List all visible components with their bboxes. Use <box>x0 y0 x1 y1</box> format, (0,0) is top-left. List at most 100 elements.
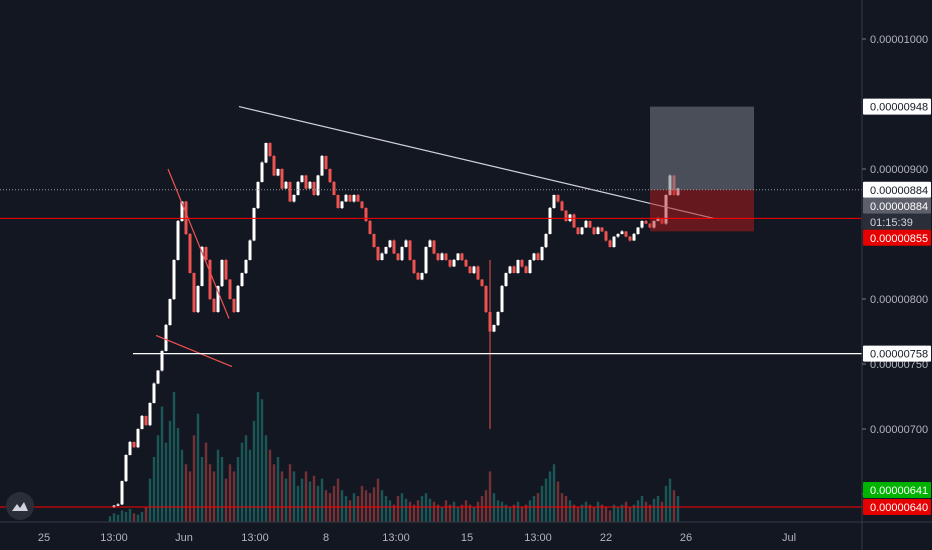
volume-bar <box>512 504 516 522</box>
candle-body <box>196 286 200 312</box>
volume-bar <box>508 507 512 522</box>
time-tick-label: 13:00 <box>241 532 269 544</box>
candle-body <box>520 260 524 267</box>
candle-body <box>480 279 484 286</box>
volume-bar <box>536 493 540 522</box>
candle-body <box>592 227 596 234</box>
candle-body <box>412 260 416 273</box>
candle-body <box>452 260 456 267</box>
candle-body <box>604 231 608 241</box>
volume-bar <box>236 457 240 522</box>
volume-bar <box>280 471 284 522</box>
candle-body <box>408 240 412 260</box>
candle-body <box>132 442 136 448</box>
tradingview-logo-icon[interactable] <box>6 492 34 520</box>
candle-body <box>484 286 488 312</box>
volume-bar <box>668 478 672 522</box>
volume-bar <box>544 478 548 522</box>
upper-price-tag-bg <box>863 98 931 115</box>
candle-body <box>536 253 540 260</box>
volume-bar <box>660 501 664 522</box>
volume-bar <box>116 514 120 522</box>
candle-body <box>136 429 140 448</box>
volume-bar <box>664 485 668 522</box>
volume-bar <box>408 501 412 522</box>
candle-body <box>432 240 436 254</box>
candle-body <box>168 299 172 325</box>
candle-body <box>420 273 424 280</box>
volume-bar <box>404 498 408 522</box>
candle-body <box>316 175 320 195</box>
volume-bar <box>368 493 372 522</box>
volume-bar <box>636 500 640 522</box>
candle-body <box>576 227 580 234</box>
candle-body <box>492 325 496 332</box>
volume-bar <box>552 464 556 522</box>
position-target-zone <box>650 106 754 190</box>
volume-bar <box>632 504 636 522</box>
candle-body <box>384 247 388 254</box>
volume-bar <box>424 493 428 522</box>
volume-bar <box>396 496 400 522</box>
volume-bar <box>108 516 112 522</box>
candle-body <box>512 266 516 273</box>
volume-bar <box>600 504 604 522</box>
candle-body <box>272 156 276 176</box>
volume-bar <box>276 457 280 522</box>
candle-body <box>612 236 616 247</box>
candle-body <box>284 182 288 189</box>
volume-bar <box>216 449 220 522</box>
volume-bar <box>296 485 300 522</box>
volume-bar <box>352 493 356 522</box>
volume-bar <box>496 500 500 522</box>
volume-bar <box>180 449 184 522</box>
candle-body <box>568 214 572 221</box>
candle-body <box>152 383 156 403</box>
white-line-price-tag: 0.00000758 <box>870 349 928 361</box>
volume-bar <box>532 496 536 522</box>
volume-bar <box>548 471 552 522</box>
volume-bar <box>172 392 176 522</box>
volume-bar <box>160 406 164 522</box>
crosshair-price-tag-bg <box>863 197 931 214</box>
candle-body <box>372 234 376 247</box>
horizontal-lines <box>0 189 862 508</box>
volume-bar <box>240 442 244 522</box>
volume-bar <box>400 493 404 522</box>
volume-bar <box>472 507 476 522</box>
volume-bar <box>652 498 656 522</box>
candle-body <box>516 260 520 273</box>
candle-body <box>584 221 588 228</box>
volume-bar <box>256 392 260 522</box>
candle-body <box>248 240 252 260</box>
volume-bar <box>376 478 380 522</box>
candle-body <box>448 260 452 267</box>
candle-body <box>396 253 400 260</box>
volume-bar <box>204 442 208 522</box>
volume-bar <box>584 501 588 522</box>
volume-bar <box>324 490 328 522</box>
candle-body <box>476 266 480 280</box>
volume-bar <box>676 496 680 522</box>
volume-bar <box>192 435 196 522</box>
volume-bar <box>360 485 364 522</box>
volume-bar <box>348 500 352 522</box>
volume-bar <box>268 449 272 522</box>
volume-bar <box>168 420 172 522</box>
candle-body <box>192 273 196 312</box>
candle-body <box>212 299 216 312</box>
candle-body <box>556 195 560 202</box>
volume-bar <box>452 501 456 522</box>
volume-bar <box>640 496 644 522</box>
volume-bar <box>568 500 572 522</box>
volume-bar <box>648 504 652 522</box>
volume-bar <box>656 496 660 522</box>
candle-body <box>580 227 584 234</box>
volume-bar <box>184 464 188 522</box>
candle-body <box>552 195 556 208</box>
candle-body <box>116 504 120 506</box>
candle-body <box>644 221 648 224</box>
candle-body <box>328 169 332 182</box>
volume-bar <box>224 478 228 522</box>
